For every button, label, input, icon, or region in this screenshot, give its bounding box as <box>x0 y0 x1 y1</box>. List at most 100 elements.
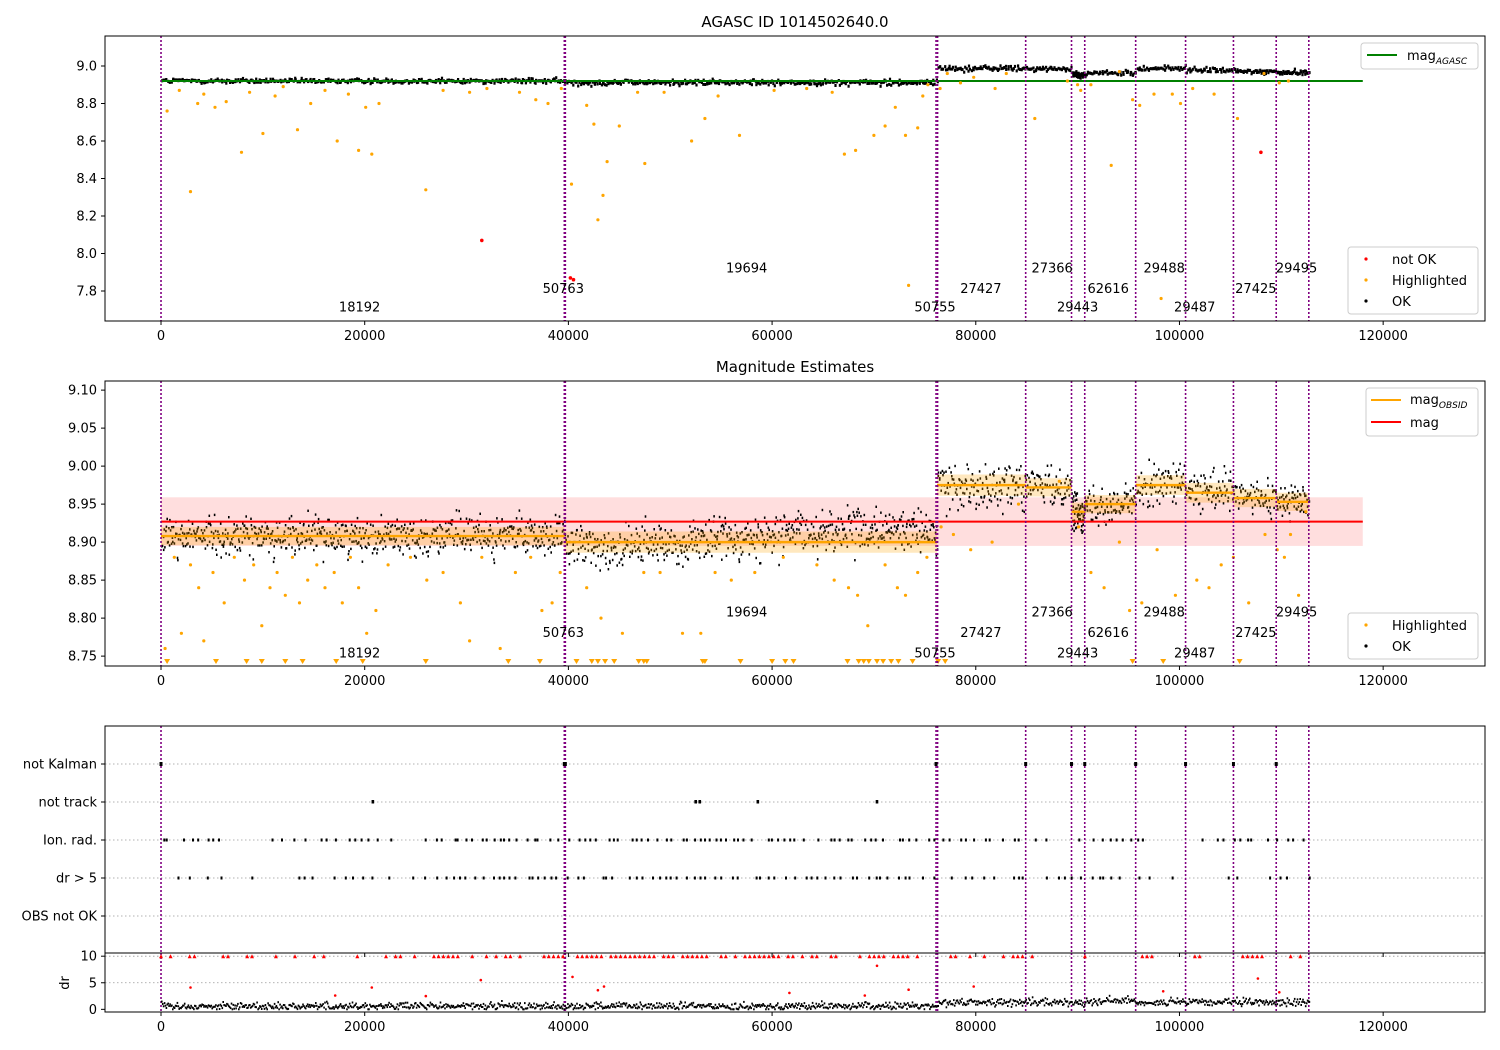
ok-measurement <box>584 556 587 559</box>
highlighted-point <box>357 586 361 590</box>
ok-measurement <box>680 549 682 552</box>
dr-measurement <box>765 1008 767 1011</box>
ok-measurement <box>311 539 314 542</box>
ok-measurement <box>783 516 786 519</box>
ok-measurement <box>920 510 922 514</box>
dr-measurement <box>929 1008 931 1011</box>
ok-measurement <box>1252 485 1255 489</box>
ok-measurement <box>637 548 639 551</box>
ok-measurement <box>1224 494 1227 497</box>
ok-measurement <box>963 70 966 74</box>
ok-measurement <box>593 546 595 549</box>
ok-measurement <box>371 81 374 84</box>
ion-rad-point <box>1267 838 1269 842</box>
ok-measurement <box>190 533 193 536</box>
ok-measurement <box>369 523 372 526</box>
ion-rad-point <box>715 838 718 842</box>
ok-measurement <box>1027 67 1030 71</box>
ok-measurement <box>1290 484 1293 487</box>
ok-measurement <box>521 81 524 85</box>
ok-measurement <box>1100 495 1102 499</box>
ok-measurement <box>732 545 734 549</box>
ok-measurement <box>332 541 334 544</box>
dr-measurement <box>1275 999 1278 1002</box>
ok-measurement <box>426 532 428 536</box>
ok-measurement <box>172 77 175 81</box>
ok-measurement <box>278 521 281 524</box>
ok-measurement <box>940 67 943 71</box>
ok-measurement <box>365 529 367 532</box>
dr-measurement <box>627 1005 630 1008</box>
dr-measurement <box>589 1006 591 1009</box>
ok-measurement <box>392 81 395 85</box>
ok-measurement <box>823 531 825 534</box>
highlighted-point <box>408 555 413 559</box>
ok-measurement <box>580 83 583 87</box>
ok-measurement <box>876 528 878 532</box>
dr-measurement <box>858 1004 861 1007</box>
ok-measurement <box>180 527 182 531</box>
dr-measurement <box>334 1006 336 1009</box>
ok-measurement <box>1024 474 1026 478</box>
ok-measurement <box>529 518 532 521</box>
ok-measurement <box>1209 485 1211 488</box>
dr-measurement <box>807 1007 809 1010</box>
dr-capped-point <box>470 954 475 959</box>
highlighted-point <box>1140 601 1144 605</box>
ion-rad-point <box>281 838 283 842</box>
dr-measurement <box>754 1005 756 1008</box>
dr-measurement <box>802 1005 805 1008</box>
ok-measurement <box>434 80 437 84</box>
dr-measurement <box>266 1008 268 1011</box>
ion-rad-point <box>508 838 511 842</box>
ok-measurement <box>903 548 906 551</box>
ok-measurement <box>1085 499 1087 503</box>
ok-measurement <box>430 540 433 543</box>
ok-measurement <box>722 525 725 528</box>
ok-measurement <box>961 67 964 71</box>
ok-measurement <box>1217 480 1220 483</box>
dr-measurement <box>594 1008 597 1011</box>
dr-measurement <box>269 1004 271 1007</box>
dr-measurement <box>644 1004 646 1007</box>
ok-measurement <box>1090 499 1092 502</box>
ok-measurement <box>912 517 915 521</box>
dr-measurement <box>510 1006 512 1009</box>
dr-measurement <box>953 1004 956 1007</box>
ok-measurement <box>570 531 573 534</box>
dr-measurement <box>435 1004 437 1007</box>
dr-measurement <box>900 1006 903 1009</box>
ok-measurement <box>376 552 378 555</box>
ok-measurement <box>1283 72 1286 75</box>
ok-measurement <box>472 526 475 529</box>
ok-measurement <box>323 540 325 544</box>
ok-measurement <box>1131 512 1133 515</box>
dr-gt5-point <box>665 876 668 880</box>
highlighted-point <box>348 555 352 559</box>
dr-measurement <box>800 1003 803 1006</box>
ion-rad-point <box>271 838 274 842</box>
ok-measurement <box>367 542 369 545</box>
dr-measurement <box>524 1002 526 1005</box>
ok-measurement <box>1209 70 1212 74</box>
panel-agasc: AGASC ID 1014502640.0 181925076319694507… <box>76 13 1486 344</box>
ok-measurement <box>459 517 462 521</box>
ok-measurement <box>1090 518 1093 521</box>
ok-measurement <box>810 522 813 526</box>
ok-measurement <box>525 526 527 529</box>
below-range-marker <box>855 659 862 664</box>
dr-measurement <box>840 1004 842 1007</box>
ion-rad-point <box>777 838 780 842</box>
ok-measurement <box>311 529 313 533</box>
dr-measurement <box>408 1007 411 1010</box>
dr-measurement <box>1290 1002 1292 1005</box>
dr-measurement <box>857 1002 860 1004</box>
dr-measurement <box>645 1006 648 1009</box>
y-tick-label: 8.0 <box>76 247 97 262</box>
dr-measurement <box>1127 995 1129 998</box>
ok-measurement <box>1246 70 1249 74</box>
dr-measurement <box>615 1002 618 1005</box>
ok-measurement <box>1273 69 1276 73</box>
ok-measurement <box>1244 70 1247 73</box>
ok-measurement <box>955 488 958 491</box>
